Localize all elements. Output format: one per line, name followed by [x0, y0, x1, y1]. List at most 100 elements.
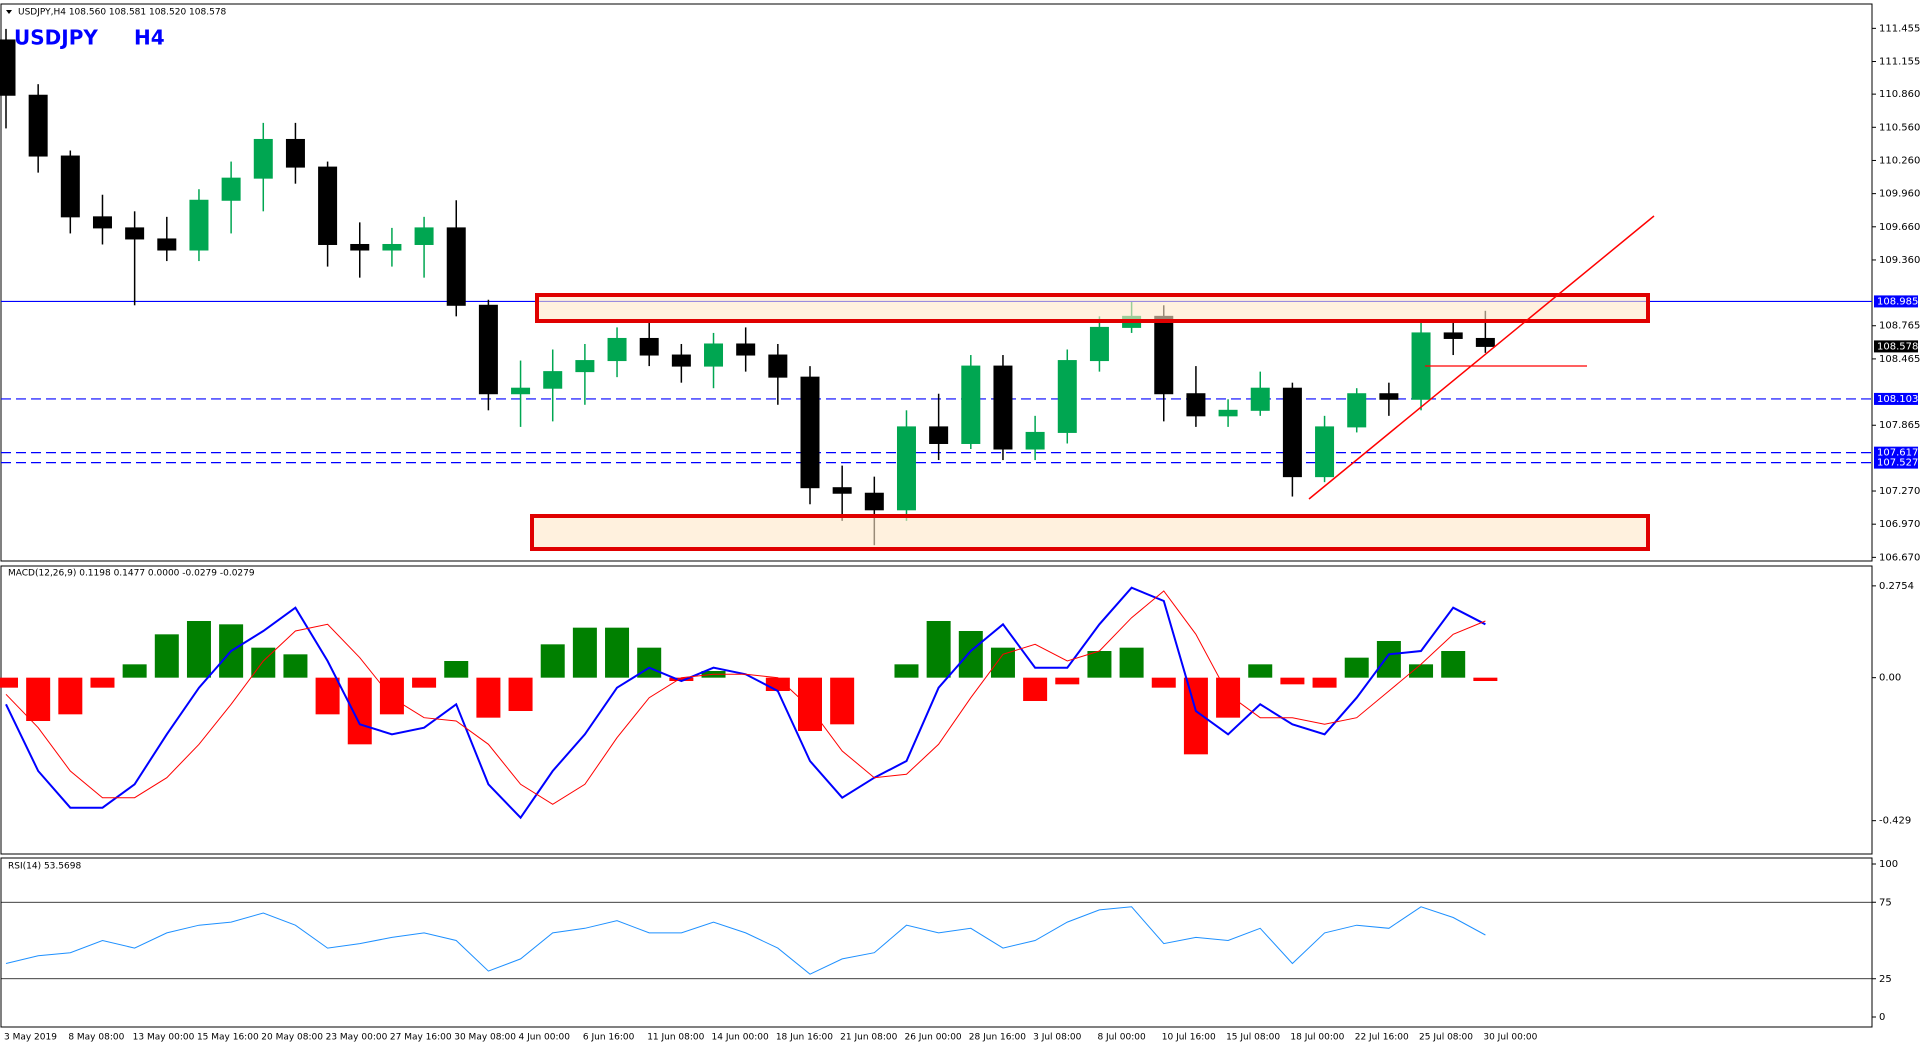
y-tick-label: 111.455 — [1879, 23, 1920, 34]
price-level-tag — [1874, 392, 1918, 405]
histogram-bar — [122, 664, 147, 678]
y-tick-label: 100 — [1879, 859, 1898, 870]
x-tick-label: 13 May 00:00 — [133, 1033, 195, 1043]
x-tick-label: 18 Jun 16:00 — [776, 1033, 833, 1043]
histogram-bar — [798, 677, 822, 731]
histogram-bar — [1119, 647, 1144, 678]
candle-body — [800, 376, 820, 489]
candle-body — [993, 365, 1013, 450]
histogram-bar — [572, 627, 597, 678]
candle-body — [157, 238, 177, 251]
x-tick-label: 4 Jun 00:00 — [519, 1033, 571, 1043]
candle-body — [864, 492, 884, 511]
x-tick-label: 25 Jul 08:00 — [1419, 1033, 1473, 1043]
y-tick-label: 107.270 — [1879, 486, 1920, 497]
histogram-bar — [540, 644, 565, 678]
histogram-bar — [894, 664, 919, 678]
candle-body — [832, 487, 852, 494]
histogram-bar — [1376, 641, 1401, 678]
histogram-bar — [186, 621, 211, 678]
candle-body — [929, 426, 949, 444]
candle-body — [446, 227, 466, 306]
histogram-bar — [315, 677, 340, 715]
y-tick-label: 110.560 — [1879, 122, 1920, 133]
y-tick-label: 111.155 — [1879, 57, 1920, 68]
histogram-bar — [1409, 664, 1434, 678]
rsi-header: RSI(14) 53.5698 — [8, 862, 81, 872]
candle-body — [1089, 326, 1109, 362]
candle-body — [285, 138, 305, 168]
price-level-tag — [1874, 446, 1918, 459]
y-tick-label: -0.429 — [1879, 816, 1911, 827]
candle-body — [60, 155, 80, 218]
y-tick-label: 107.865 — [1879, 420, 1920, 431]
x-tick-label: 18 Jul 00:00 — [1290, 1033, 1344, 1043]
x-tick-label: 15 May 16:00 — [197, 1033, 259, 1043]
histogram-bar — [926, 621, 951, 678]
x-tick-label: 21 Jun 08:00 — [840, 1033, 897, 1043]
candle-body — [607, 337, 627, 362]
price-level-tag — [1874, 295, 1918, 308]
candle-body — [478, 304, 498, 395]
menu-arrow[interactable] — [6, 10, 12, 14]
candle-body — [961, 365, 981, 444]
candle-body — [736, 343, 756, 356]
x-tick-label: 8 Jul 00:00 — [1097, 1033, 1146, 1043]
price-level-label: 108.578 — [1877, 341, 1918, 352]
y-tick-label: 108.765 — [1879, 321, 1920, 332]
candle-body — [1315, 426, 1335, 478]
y-tick-label: 106.670 — [1879, 552, 1920, 563]
price-level-label: 107.617 — [1877, 448, 1918, 459]
y-tick-label: 0.2754 — [1879, 581, 1914, 592]
candle-body — [382, 243, 402, 251]
trend-line[interactable] — [1308, 215, 1655, 500]
x-tick-label: 15 Jul 08:00 — [1226, 1033, 1280, 1043]
resistance-zone[interactable] — [535, 293, 1650, 323]
candle-body — [671, 354, 691, 367]
x-tick-label: 6 Jun 16:00 — [583, 1033, 635, 1043]
candle-body — [1057, 360, 1077, 433]
x-tick-label: 3 Jul 08:00 — [1033, 1033, 1082, 1043]
price-level-label: 108.103 — [1877, 394, 1918, 405]
y-tick-label: 110.860 — [1879, 89, 1920, 100]
rsi-pane — [0, 857, 1873, 1028]
candle-body — [1443, 332, 1463, 339]
candle-body — [704, 343, 724, 367]
price-level-tag — [1874, 340, 1918, 353]
histogram-bar — [412, 677, 437, 688]
macd-pane — [0, 565, 1873, 855]
x-tick-label: 22 Jul 16:00 — [1355, 1033, 1409, 1043]
candle-body — [639, 337, 659, 356]
histogram-bar — [1023, 677, 1048, 701]
y-tick-label: 0 — [1879, 1012, 1885, 1023]
y-tick-label: 110.260 — [1879, 155, 1920, 166]
support-zone[interactable] — [530, 514, 1650, 551]
price-level-label: 107.527 — [1877, 458, 1918, 469]
marks: 111.455 111.155 110.860 110.560 110.260 109.9… — [0, 23, 1920, 1043]
x-tick-label: 14 Jun 00:00 — [712, 1033, 769, 1043]
histogram-bar — [347, 677, 372, 745]
histogram-bar — [1441, 651, 1466, 678]
histogram-bar — [26, 677, 51, 721]
histogram-bar — [1216, 677, 1241, 718]
histogram-bar — [1473, 677, 1498, 681]
candle-body — [0, 39, 16, 96]
histogram-bar — [1055, 677, 1080, 685]
candle-body — [350, 243, 370, 251]
histogram-bar — [958, 631, 983, 678]
y-tick-label: 109.960 — [1879, 189, 1920, 200]
histogram-bar — [508, 677, 533, 711]
histogram-bar — [765, 677, 790, 691]
histogram-bar — [1151, 677, 1176, 688]
candle-body — [768, 354, 788, 378]
histogram-bar — [58, 677, 83, 715]
candle-body — [575, 360, 595, 373]
y-tick-label: 0.00 — [1879, 673, 1901, 684]
x-tick-label: 26 Jun 00:00 — [904, 1033, 961, 1043]
histogram-bar — [1280, 677, 1305, 685]
histogram-bar — [90, 677, 115, 688]
candle-body — [92, 216, 112, 229]
macd-line — [5, 590, 1486, 805]
histogram-bar — [1312, 677, 1337, 688]
